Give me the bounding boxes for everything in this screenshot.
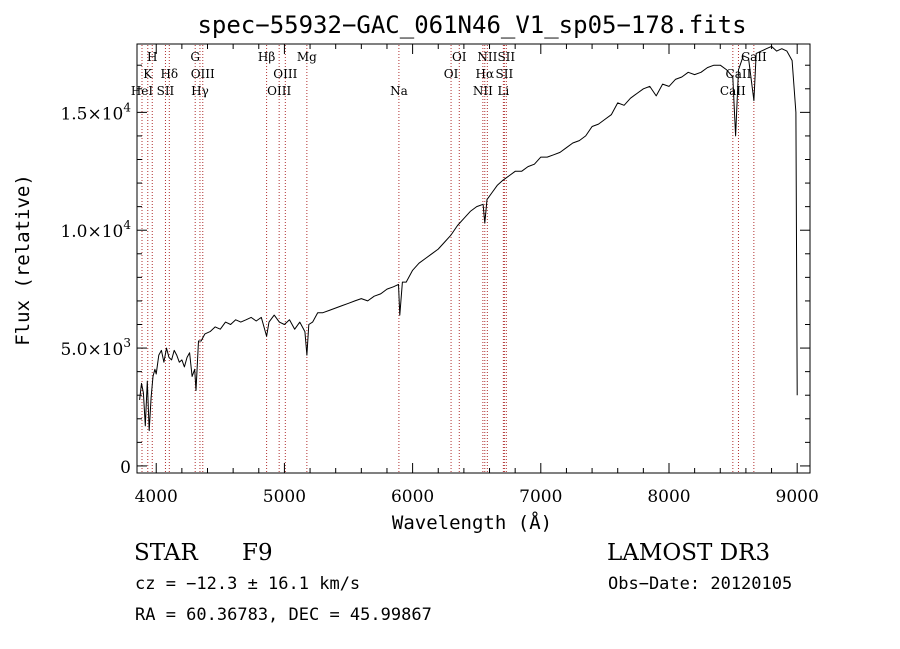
line-label-18: Li — [497, 84, 509, 98]
line-label-10: OIII — [273, 67, 297, 81]
spectrum-series-line — [139, 45, 798, 432]
line-label-2: H — [147, 50, 157, 64]
coordinates: RA = 60.36783, DEC = 45.99867 — [135, 605, 432, 625]
line-label-0: HeI — [131, 84, 154, 98]
x-tick-label-4000: 4000 — [135, 487, 178, 507]
line-label-13: OI — [444, 67, 459, 81]
line-label-16: Hα — [475, 67, 494, 81]
x-tick-label-9000: 9000 — [776, 487, 819, 507]
observation-date: Obs−Date: 20120105 — [608, 574, 792, 594]
y-tick-label-5000: 5.0×103 — [60, 336, 131, 360]
y-axis-label: Flux (relative) — [12, 174, 34, 346]
line-label-14: OI — [452, 50, 467, 64]
line-label-5: G — [190, 50, 200, 64]
y-tick-label-15000: 1.5×104 — [60, 100, 131, 124]
x-tick-label-5000: 5000 — [263, 487, 306, 507]
redshift-cz: cz = −12.3 ± 16.1 km/s — [135, 574, 360, 594]
object-class: STAR — [134, 540, 198, 566]
spectral-line-labels: HeIKHSIIHδGHγOIIIHβOIIIOIIIMgNaOIOINIIHα… — [131, 50, 767, 98]
line-label-4: Hδ — [160, 67, 178, 81]
line-label-9: OIII — [267, 84, 291, 98]
line-label-12: Na — [390, 84, 408, 98]
x-axis: 4000 5000 6000 7000 8000 9000 — [135, 44, 819, 507]
y-axis: 0 5.0×103 1.0×104 1.5×104 — [60, 64, 810, 478]
x-axis-label: Wavelength (Å) — [392, 511, 552, 534]
line-label-3: SII — [157, 84, 175, 98]
line-label-19: SII — [496, 67, 514, 81]
survey-name: LAMOST DR3 — [607, 540, 770, 566]
x-tick-label-6000: 6000 — [391, 487, 434, 507]
x-tick-label-8000: 8000 — [647, 487, 690, 507]
object-subclass: F9 — [242, 540, 273, 566]
x-tick-label-7000: 7000 — [519, 487, 562, 507]
line-label-11: Mg — [297, 50, 317, 64]
y-tick-label-10000: 1.0×104 — [60, 218, 131, 242]
line-label-15: NII — [473, 84, 493, 98]
line-label-20: SII — [497, 50, 515, 64]
line-label-6: Hγ — [191, 84, 209, 98]
line-label-21: CaII — [720, 84, 746, 98]
line-label-8: Hβ — [258, 50, 275, 64]
line-label-17: NII — [477, 50, 497, 64]
y-tick-label-0: 0 — [120, 458, 131, 478]
line-label-1: K — [143, 67, 153, 81]
plot-frame — [136, 43, 811, 474]
chart-title: spec−55932−GAC_061N46_V1_sp05−178.fits — [197, 11, 746, 39]
line-label-7: OIII — [191, 67, 215, 81]
spectral-line-markers — [141, 45, 755, 472]
line-label-23: CaII — [741, 50, 767, 64]
